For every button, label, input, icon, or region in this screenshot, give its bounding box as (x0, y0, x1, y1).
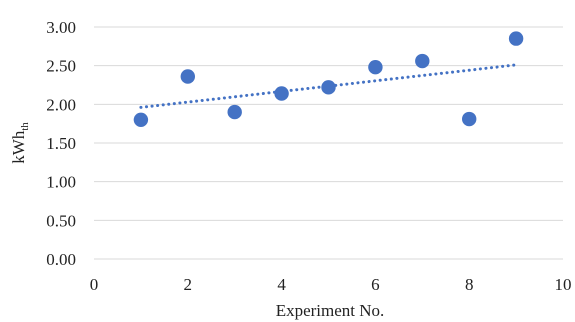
x-axis-tick-labels: 0 2 4 6 8 10 (90, 275, 572, 294)
y-axis-title-subscript: th (19, 122, 31, 131)
x-tick-label: 10 (555, 275, 572, 294)
y-axis-tick-labels: 0.00 0.50 1.00 1.50 2.00 2.50 3.00 (46, 18, 76, 269)
y-tick-label: 3.00 (46, 18, 76, 37)
y-axis-title: kWhth (9, 122, 31, 164)
data-point (415, 53, 430, 69)
x-tick-label: 2 (184, 275, 193, 294)
y-tick-label: 2.50 (46, 57, 76, 76)
data-point (508, 31, 524, 46)
data-point (321, 80, 336, 95)
y-tick-label: 0.00 (46, 250, 76, 269)
y-axis-title-main: kWh (9, 130, 28, 164)
data-point (274, 86, 289, 101)
y-tick-label: 0.50 (46, 211, 76, 230)
trendline (139, 63, 518, 109)
data-point (180, 69, 195, 84)
x-tick-label: 0 (90, 275, 99, 294)
data-point (133, 112, 149, 128)
x-tick-label: 6 (371, 275, 380, 294)
data-point (462, 111, 477, 127)
x-axis-title: Experiment No. (276, 301, 385, 320)
data-points (133, 31, 524, 128)
x-tick-label: 4 (277, 275, 286, 294)
data-point (227, 104, 242, 120)
gridlines (94, 26, 563, 260)
x-tick-label: 8 (465, 275, 474, 294)
data-point (368, 60, 383, 75)
y-tick-label: 1.00 (46, 173, 76, 192)
y-tick-label: 2.00 (46, 95, 76, 114)
y-tick-label: 1.50 (46, 134, 76, 153)
